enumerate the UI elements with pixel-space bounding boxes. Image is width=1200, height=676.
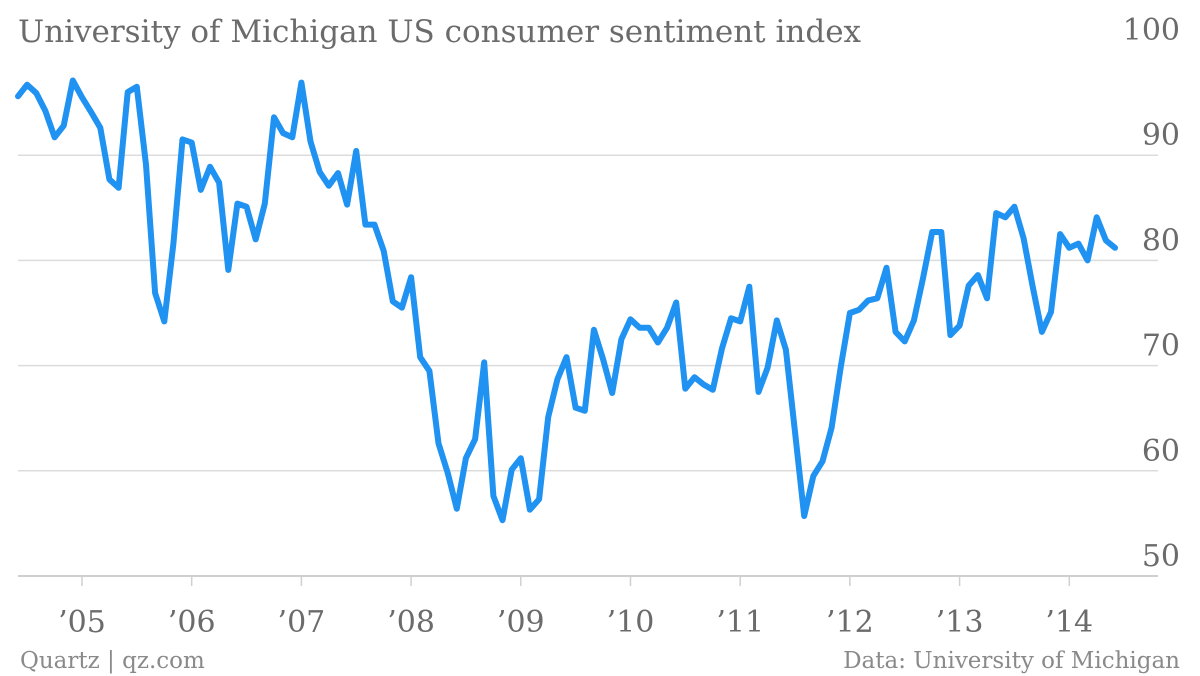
y-tick-label-60: 60 (1142, 434, 1180, 469)
x-tick-label-2010: ’10 (607, 605, 655, 640)
series-layer (15, 77, 1118, 524)
x-tick-label-2013: ’13 (936, 605, 984, 640)
x-tick-label-2011: ’11 (716, 605, 764, 640)
x-tick-label-2012: ’12 (826, 605, 874, 640)
y-tick-label-100: 100 (1123, 13, 1180, 48)
y-tick-label-90: 90 (1142, 118, 1180, 153)
series-line-1 (15, 77, 1118, 524)
x-tick-label-2014: ’14 (1045, 605, 1093, 640)
chart-title: University of Michigan US consumer senti… (18, 14, 862, 50)
y-tick-label-50: 50 (1142, 539, 1180, 574)
x-tick-label-2008: ’08 (387, 605, 435, 640)
y-tick-label-80: 80 (1142, 223, 1180, 258)
y-axis: 100 90 80 70 60 50 (1123, 13, 1180, 574)
footer-credit: Quartz | qz.com (20, 648, 205, 674)
x-tick-label-2007: ’07 (278, 605, 326, 640)
footer-source: Data: University of Michigan (843, 648, 1180, 674)
x-tick-label-2006: ’06 (168, 605, 216, 640)
x-tick-label-2009: ’09 (497, 605, 545, 640)
x-tick-label-2005: ’05 (58, 605, 106, 640)
y-tick-label-70: 70 (1142, 329, 1180, 364)
x-axis: ’05 ’06 ’07 ’08 ’09 ’10 ’11 ’12 ’13 ’14 (58, 576, 1093, 640)
